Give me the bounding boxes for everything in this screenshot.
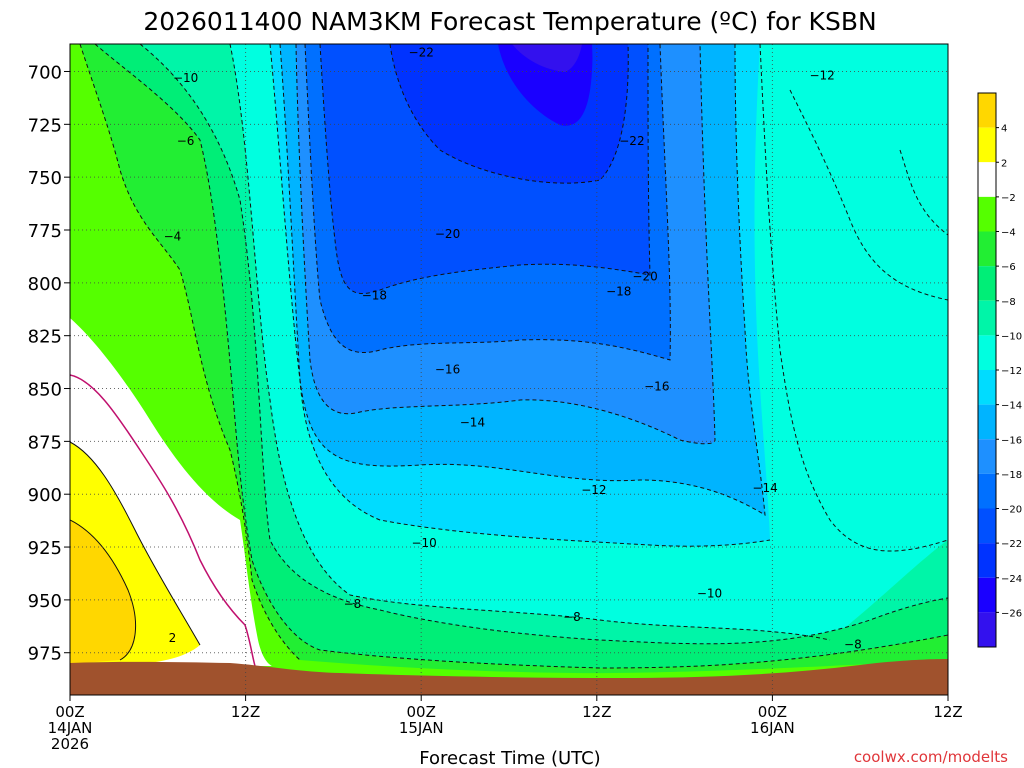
credit-label: coolwx.com/modelts — [854, 748, 1008, 766]
colorbar-tick-label: −6 — [1001, 262, 1016, 273]
colorbar-swatch — [978, 370, 996, 405]
contour-label: −20 — [435, 227, 460, 241]
x-tick-label: 15JAN — [399, 719, 444, 737]
contour-label: −16 — [435, 363, 460, 377]
colorbar-tick-label: −8 — [1001, 297, 1016, 308]
colorbar-swatch — [978, 266, 996, 301]
contour-label: −8 — [563, 610, 581, 624]
contour-label: −20 — [632, 270, 657, 284]
colorbar-swatch — [978, 612, 996, 647]
contour-label: −22 — [409, 45, 434, 59]
colorbar-tick-label: −26 — [1001, 608, 1022, 619]
colorbar-swatch — [978, 162, 996, 197]
y-tick-label: 800 — [28, 274, 62, 295]
solid-contours — [70, 441, 201, 661]
x-tick-label: 00Z — [407, 703, 436, 721]
contour-label: −8 — [844, 637, 862, 651]
colorbar-tick-label: −2 — [1001, 193, 1016, 204]
x-tick-label: 2026 — [51, 735, 89, 753]
x-tick-label: 12Z — [933, 703, 962, 721]
colorbar-tick-label: −16 — [1001, 435, 1022, 446]
contour-label: −12 — [809, 69, 834, 83]
colorbar-swatch — [978, 577, 996, 613]
contour-lines — [79, 44, 948, 669]
contour-label: −12 — [581, 483, 606, 497]
y-tick-label: 875 — [28, 432, 62, 453]
x-tick-label: 12Z — [231, 703, 260, 721]
colorbar-tick-label: 4 — [1001, 124, 1007, 135]
colorbar-swatch — [978, 543, 996, 578]
y-tick-label: 750 — [28, 168, 62, 189]
plot-area: −10−22−12−6 −22−4 −20−20−18 −18−16−16−14−12… — [70, 44, 948, 695]
x-tick-label: 00Z — [55, 703, 84, 721]
x-tick-label: 00Z — [758, 703, 787, 721]
colorbar-tick-label: −18 — [1001, 470, 1022, 481]
contour-label: −22 — [619, 134, 644, 148]
colorbar-swatch — [978, 439, 996, 474]
x-tick-label: 16JAN — [750, 719, 795, 737]
colorbar-swatch — [978, 196, 996, 232]
contour-label: −16 — [644, 379, 669, 393]
colorbar-swatch — [978, 231, 996, 267]
x-tick-label: 12Z — [582, 703, 611, 721]
plot-frame — [69, 43, 949, 696]
band-4-to-6 — [70, 520, 136, 664]
y-tick-label: 850 — [28, 380, 62, 401]
colorbar: 4 2 −2 −4 −6 −8 −10 −12 −14 −16 −18 −20 −22 −24 −26 — [977, 92, 1022, 648]
y-tick-label: 725 — [28, 115, 62, 136]
grid-lines — [70, 44, 948, 695]
contour-label: −4 — [164, 229, 182, 243]
contour-label: −10 — [411, 536, 436, 550]
y-tick-label: 825 — [28, 327, 62, 348]
y-tick-label: 925 — [28, 538, 62, 559]
y-tick-label: 775 — [28, 221, 62, 242]
contour-label: −14 — [752, 481, 777, 495]
colorbar-tick-label: −14 — [1001, 401, 1022, 412]
colorbar-tick-label: −20 — [1001, 505, 1022, 516]
colorbar-tick-label: −4 — [1001, 228, 1016, 239]
colorbar-tick-label: −24 — [1001, 574, 1022, 585]
contour-label: −18 — [606, 284, 631, 298]
contour-label: −14 — [460, 415, 485, 429]
contour-labels: −10−22−12−6 −22−4 −20−20−18 −18−16−16−14−12… — [164, 45, 862, 651]
y-tick-label: 900 — [28, 485, 62, 506]
x-axis-label: Forecast Time (UTC) — [419, 748, 600, 768]
y-tick-label: 700 — [28, 62, 62, 83]
band-minus28-to-minus26 — [512, 44, 582, 72]
colorbar-swatch — [978, 127, 996, 163]
colorbar-swatch — [978, 300, 996, 336]
colorbar-tick-label: −10 — [1001, 331, 1022, 342]
chart-title: 2026011400 NAM3KM Forecast Temperature (… — [143, 7, 876, 36]
y-tick-label: 975 — [28, 644, 62, 665]
ground-terrain — [70, 659, 948, 695]
colorbar-swatch — [978, 335, 996, 370]
colorbar-tick-label: 2 — [1001, 158, 1007, 169]
contour-label: −18 — [362, 289, 387, 303]
contour-label: −10 — [697, 587, 722, 601]
contour-label: 2 — [169, 631, 177, 645]
y-axis: 700 725 750 775 800 825 850 875 900 925 950 975 — [28, 62, 70, 665]
zero-contour — [70, 374, 256, 667]
colorbar-tick-label: −22 — [1001, 539, 1022, 550]
colorbar-tick-label: −12 — [1001, 366, 1022, 377]
contour-label: −6 — [177, 134, 195, 148]
contour-label: −8 — [344, 597, 362, 611]
contour-label: −10 — [173, 71, 198, 85]
colorbar-swatch — [978, 473, 996, 509]
y-tick-label: 950 — [28, 591, 62, 612]
colorbar-swatch — [978, 93, 996, 128]
x-tick-label: 14JAN — [48, 719, 93, 737]
colorbar-swatch — [978, 404, 996, 440]
colorbar-swatch — [978, 508, 996, 544]
